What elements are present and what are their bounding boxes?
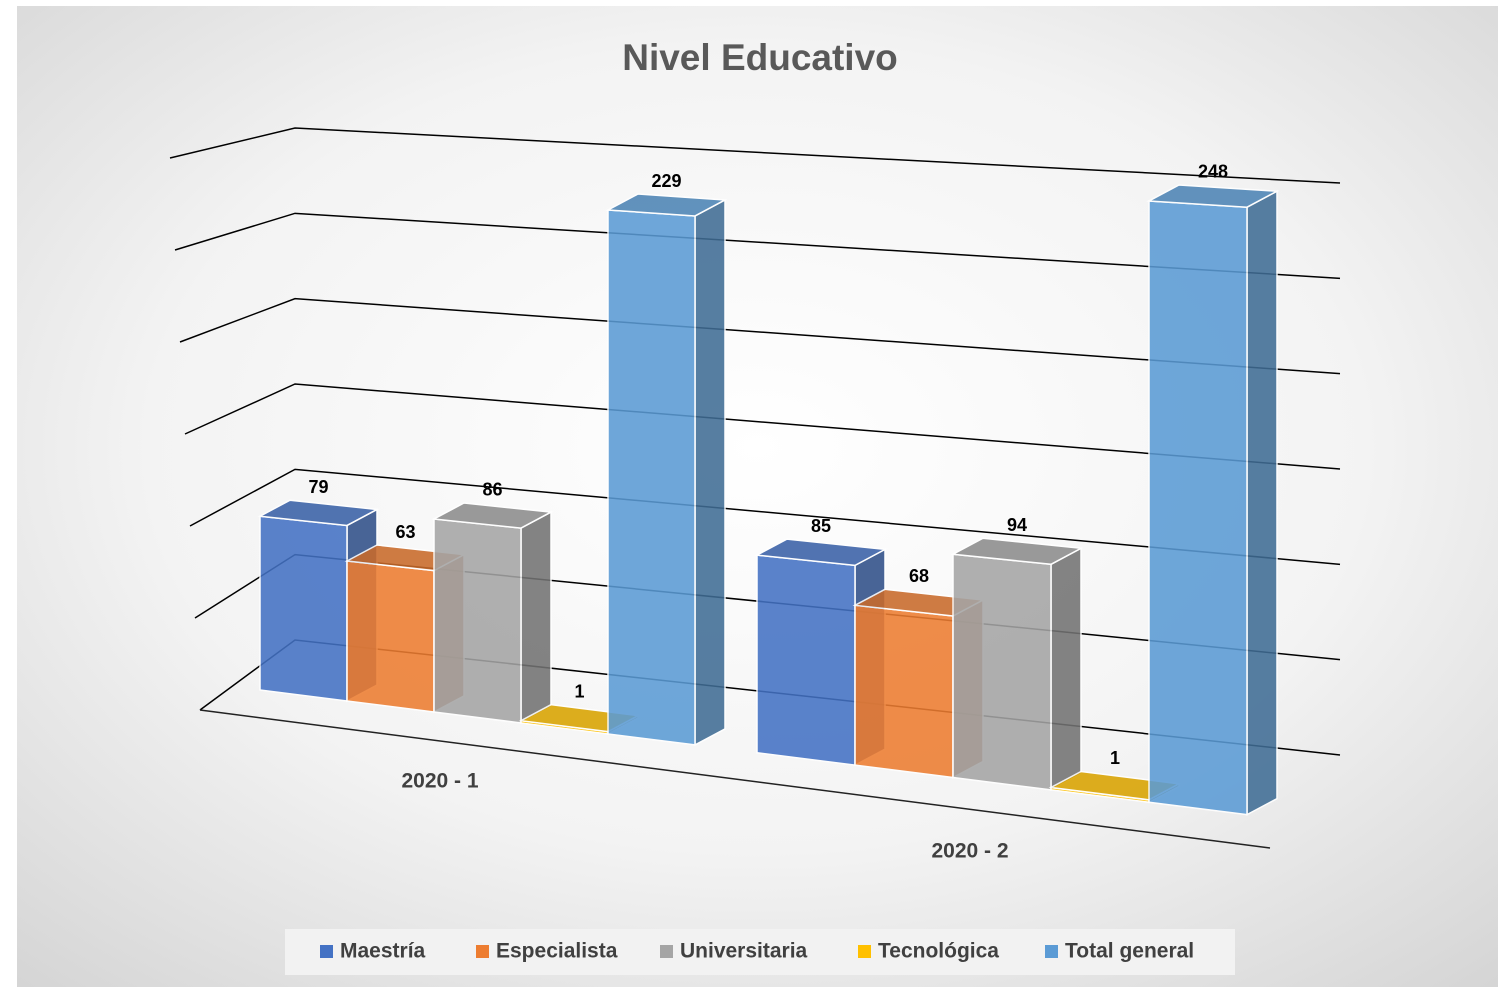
bar-side	[694, 198, 726, 747]
bar-side	[1050, 547, 1082, 792]
bar	[950, 537, 1084, 792]
chart-title: Nivel Educativo	[622, 37, 898, 78]
bar-front	[259, 515, 348, 702]
value-label: 85	[811, 516, 831, 536]
legend	[285, 929, 1235, 975]
value-label: 248	[1198, 162, 1228, 182]
legend-label: Universitaria	[680, 940, 808, 963]
bar-side	[520, 510, 552, 725]
bar	[431, 502, 554, 725]
bar-side	[1246, 189, 1278, 816]
legend-swatch	[476, 945, 489, 958]
bar-top	[605, 193, 728, 217]
value-label: 79	[308, 477, 328, 497]
grid-line	[174, 212, 1341, 280]
legend-label: Especialista	[496, 940, 618, 963]
grid-line	[184, 383, 1341, 470]
legend-swatch	[660, 945, 673, 958]
value-label: 86	[482, 480, 502, 500]
bar-front	[952, 553, 1052, 791]
bar-top	[431, 502, 554, 529]
grid-line	[169, 127, 1341, 184]
x-tick-label: 2020 - 1	[401, 770, 478, 793]
legend-label: Maestría	[340, 940, 426, 963]
bar-front	[433, 518, 522, 724]
value-label: 94	[1007, 515, 1027, 535]
value-label: 1	[1110, 748, 1120, 768]
bar-top	[1146, 184, 1280, 208]
value-label: 1	[574, 681, 584, 701]
grid-line	[189, 468, 1341, 566]
legend-swatch	[858, 945, 871, 958]
bar-top	[950, 537, 1084, 566]
bar-front	[1148, 200, 1248, 816]
bar	[605, 193, 728, 747]
legend-swatch	[1045, 945, 1058, 958]
legend-label: Total general	[1065, 940, 1194, 963]
value-label: 229	[651, 171, 681, 191]
floor-edge	[199, 709, 1271, 849]
bar-front	[756, 554, 856, 766]
value-label: 68	[909, 566, 929, 586]
value-label: 63	[395, 522, 415, 542]
legend-label: Tecnológica	[878, 940, 999, 963]
legend-swatch	[320, 945, 333, 958]
grid-line	[179, 297, 1341, 375]
bar-front	[346, 560, 435, 713]
bar	[1146, 184, 1280, 816]
bar-front	[607, 209, 696, 746]
bar-front	[854, 604, 954, 779]
x-tick-label: 2020 - 2	[931, 840, 1008, 863]
bar-top	[754, 538, 888, 567]
bar-top	[257, 499, 380, 527]
